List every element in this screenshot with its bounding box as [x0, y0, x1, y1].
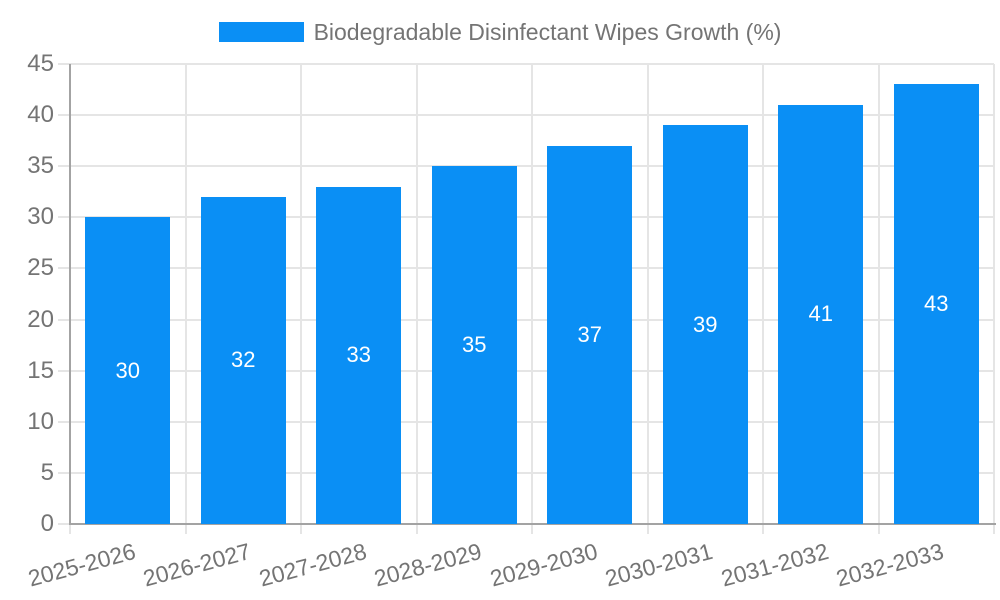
y-tick-label: 15 [27, 356, 54, 384]
bar-value-label: 35 [462, 332, 487, 358]
grid-line-v [531, 64, 533, 534]
y-tick-label: 0 [40, 510, 54, 537]
grid-line-v [300, 64, 302, 534]
x-axis-line [69, 523, 996, 525]
bar-value-label: 32 [231, 347, 256, 373]
x-tick-label: 2025-2026 [25, 537, 138, 592]
x-tick-label: 2029-2030 [487, 537, 600, 592]
bar: 37 [547, 145, 633, 524]
x-tick-label: 2026-2027 [140, 537, 254, 592]
y-axis-tick [58, 523, 70, 525]
bar: 43 [893, 84, 979, 524]
grid-line-h [58, 318, 994, 321]
bar-value-label: 37 [577, 321, 602, 347]
grid-line-h [58, 420, 994, 423]
bar-value-label: 39 [693, 311, 718, 337]
bar: 33 [316, 186, 402, 524]
y-tick-label: 45 [27, 50, 54, 77]
x-tick-label: 2031-2032 [718, 537, 831, 592]
grid-line-v [415, 64, 418, 534]
x-axis-tick [69, 524, 71, 534]
bar: 32 [200, 196, 286, 524]
grid-line-h [58, 63, 994, 65]
grid-line-v [762, 64, 764, 534]
grid-line-h [58, 471, 994, 474]
grid-line-v [184, 64, 187, 534]
legend-label: Biodegradable Disinfectant Wipes Growth … [313, 19, 782, 45]
grid-line-h [58, 216, 994, 219]
x-tick-label: 2030-2031 [602, 537, 716, 592]
y-axis-line [69, 64, 71, 524]
y-tick-label: 40 [27, 101, 54, 129]
bar-value-label: 30 [115, 357, 140, 383]
bar: 39 [662, 125, 748, 524]
bar-value-label: 33 [346, 342, 371, 368]
y-tick-label: 20 [27, 305, 54, 333]
grid-line-v [877, 64, 880, 534]
y-tick-label: 30 [27, 203, 54, 231]
y-tick-label: 10 [27, 407, 54, 435]
legend: Biodegradable Disinfectant Wipes Growth … [0, 18, 1000, 46]
grid-line-h [58, 165, 994, 168]
grid-line-v [646, 64, 649, 534]
grid-line-h [58, 114, 994, 117]
grid-line-h [58, 267, 994, 270]
bar: 35 [431, 166, 517, 524]
grid-line-v [993, 64, 995, 534]
grid-line-h [58, 369, 994, 372]
bar-value-label: 43 [924, 291, 949, 317]
legend-swatch-icon [218, 22, 304, 42]
x-tick-label: 2028-2029 [371, 537, 485, 592]
bar: 41 [778, 104, 864, 524]
y-tick-label: 5 [40, 458, 54, 486]
y-tick-label: 35 [27, 152, 54, 180]
x-tick-label: 2032-2033 [833, 537, 947, 592]
y-tick-label: 25 [27, 254, 54, 282]
bar: 30 [85, 217, 171, 524]
bar-value-label: 41 [808, 301, 833, 327]
x-tick-label: 2027-2028 [256, 537, 369, 592]
